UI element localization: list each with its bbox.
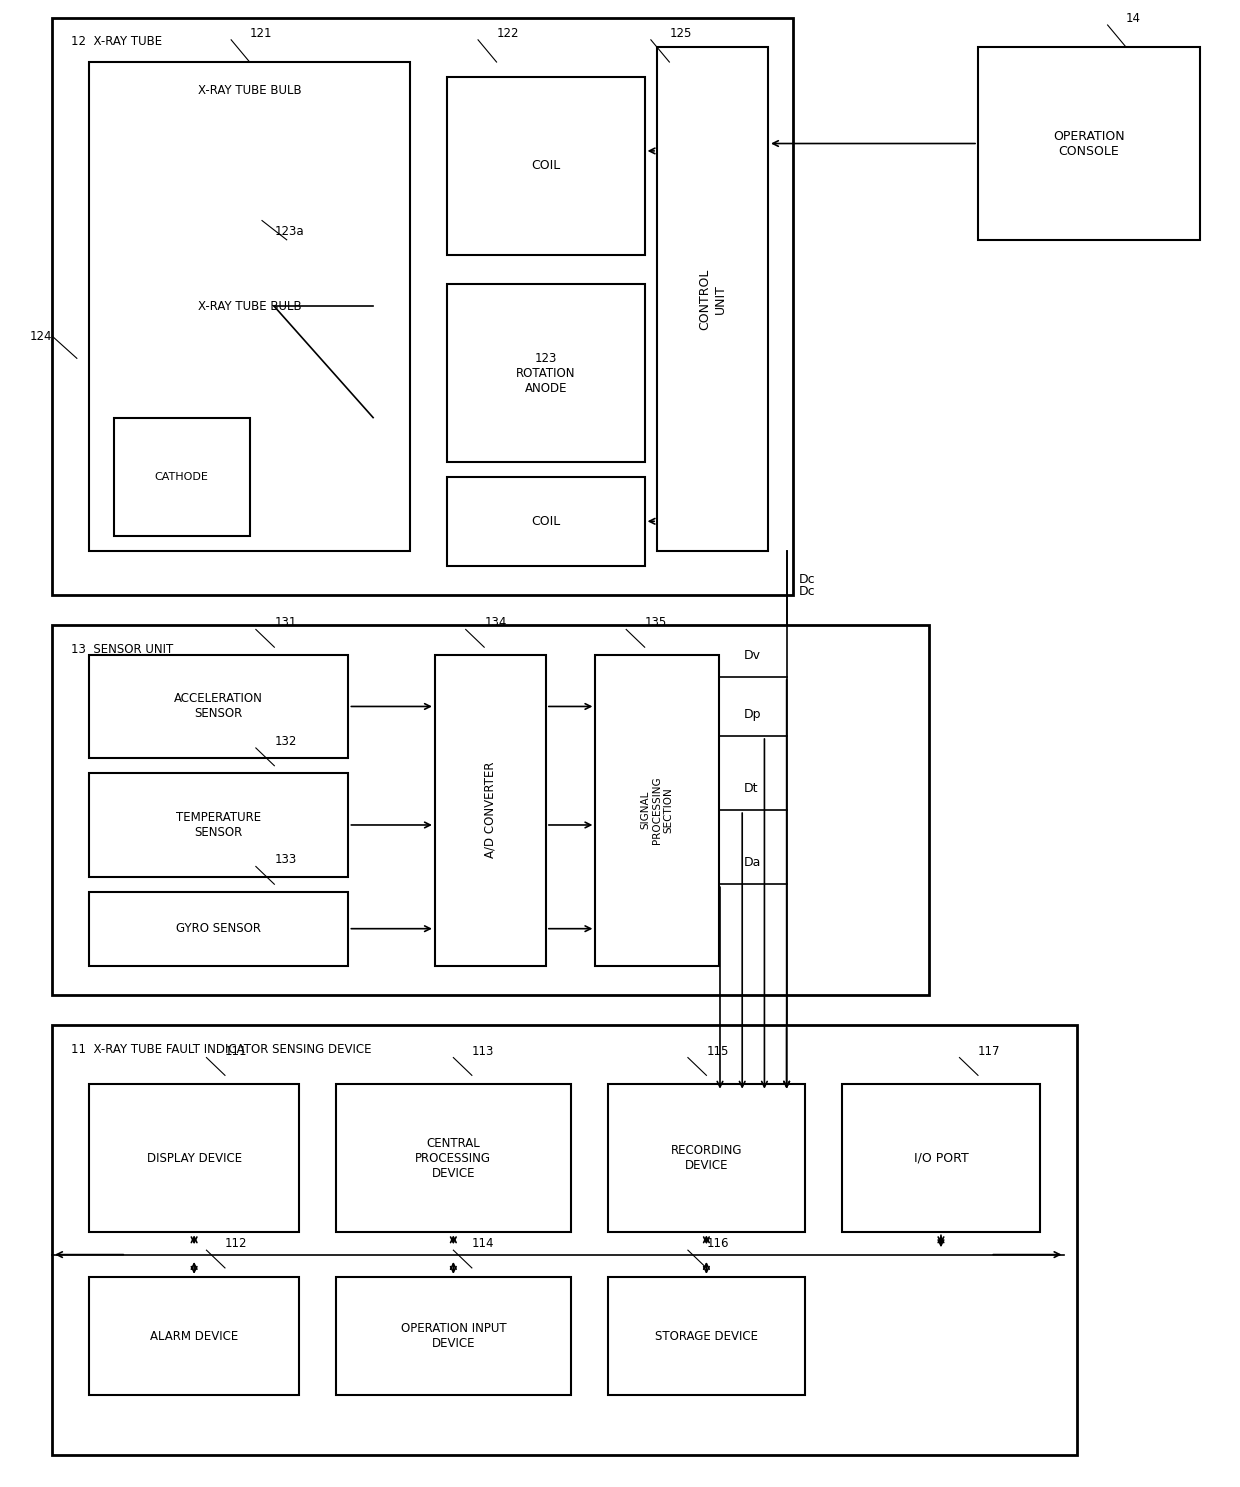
FancyBboxPatch shape: [52, 1025, 1076, 1454]
FancyBboxPatch shape: [978, 48, 1200, 239]
FancyBboxPatch shape: [842, 1084, 1039, 1233]
Text: 122: 122: [496, 27, 520, 40]
Text: COIL: COIL: [531, 159, 560, 172]
Text: Dv: Dv: [744, 648, 760, 662]
Text: 13  SENSOR UNIT: 13 SENSOR UNIT: [71, 642, 172, 656]
Text: 114: 114: [472, 1237, 495, 1251]
Text: SIGNAL
PROCESSING
SECTION: SIGNAL PROCESSING SECTION: [640, 776, 673, 845]
FancyBboxPatch shape: [89, 892, 348, 965]
Text: OPERATION INPUT
DEVICE: OPERATION INPUT DEVICE: [401, 1322, 506, 1350]
Text: OPERATION
CONSOLE: OPERATION CONSOLE: [1053, 129, 1125, 158]
Text: DISPLAY DEVICE: DISPLAY DEVICE: [146, 1152, 242, 1164]
FancyBboxPatch shape: [448, 284, 645, 462]
Text: CONTROL
UNIT: CONTROL UNIT: [698, 268, 727, 330]
Text: 125: 125: [670, 27, 692, 40]
Text: 116: 116: [707, 1237, 729, 1251]
FancyBboxPatch shape: [448, 77, 645, 254]
Text: 123
ROTATION
ANODE: 123 ROTATION ANODE: [516, 351, 575, 394]
FancyBboxPatch shape: [52, 625, 929, 995]
Text: 111: 111: [224, 1044, 248, 1057]
Text: Dc: Dc: [799, 572, 816, 586]
Text: CENTRAL
PROCESSING
DEVICE: CENTRAL PROCESSING DEVICE: [415, 1136, 491, 1179]
Text: 131: 131: [274, 617, 296, 629]
Text: 121: 121: [249, 27, 272, 40]
Text: Da: Da: [744, 857, 761, 870]
Text: 14: 14: [1126, 12, 1141, 25]
Text: Dp: Dp: [744, 708, 761, 721]
Text: 11  X-RAY TUBE FAULT INDICATOR SENSING DEVICE: 11 X-RAY TUBE FAULT INDICATOR SENSING DE…: [71, 1042, 371, 1056]
FancyBboxPatch shape: [336, 1277, 570, 1395]
Text: Dc: Dc: [799, 584, 816, 598]
FancyBboxPatch shape: [448, 477, 645, 565]
FancyBboxPatch shape: [336, 1084, 570, 1233]
Text: 135: 135: [645, 617, 667, 629]
FancyBboxPatch shape: [114, 418, 249, 537]
FancyBboxPatch shape: [52, 18, 792, 595]
Text: ALARM DEVICE: ALARM DEVICE: [150, 1329, 238, 1343]
FancyBboxPatch shape: [89, 62, 410, 550]
Text: 124: 124: [30, 330, 52, 342]
FancyBboxPatch shape: [657, 48, 768, 550]
Text: 133: 133: [274, 854, 296, 867]
FancyBboxPatch shape: [89, 654, 348, 758]
Text: RECORDING
DEVICE: RECORDING DEVICE: [671, 1145, 743, 1172]
Text: X-RAY TUBE BULB: X-RAY TUBE BULB: [198, 300, 301, 312]
Text: 117: 117: [978, 1044, 1001, 1057]
Text: COIL: COIL: [531, 515, 560, 528]
Text: I/O PORT: I/O PORT: [914, 1152, 968, 1164]
Text: 112: 112: [224, 1237, 248, 1251]
Text: 134: 134: [484, 617, 507, 629]
Text: ACCELERATION
SENSOR: ACCELERATION SENSOR: [175, 693, 263, 721]
Text: STORAGE DEVICE: STORAGE DEVICE: [655, 1329, 758, 1343]
FancyBboxPatch shape: [89, 1084, 299, 1233]
Text: 123a: 123a: [274, 225, 304, 238]
Text: GYRO SENSOR: GYRO SENSOR: [176, 922, 262, 935]
Text: TEMPERATURE
SENSOR: TEMPERATURE SENSOR: [176, 810, 262, 839]
FancyBboxPatch shape: [608, 1084, 805, 1233]
Text: X-RAY TUBE BULB: X-RAY TUBE BULB: [198, 85, 301, 97]
FancyBboxPatch shape: [89, 773, 348, 877]
FancyBboxPatch shape: [89, 1277, 299, 1395]
Text: Dt: Dt: [744, 782, 758, 796]
Text: 115: 115: [707, 1044, 729, 1057]
Text: 113: 113: [472, 1044, 495, 1057]
Text: 12  X-RAY TUBE: 12 X-RAY TUBE: [71, 36, 161, 49]
FancyBboxPatch shape: [595, 654, 719, 965]
FancyBboxPatch shape: [435, 654, 546, 965]
Text: CATHODE: CATHODE: [155, 471, 208, 482]
Text: A/D CONVERTER: A/D CONVERTER: [484, 761, 497, 858]
FancyBboxPatch shape: [608, 1277, 805, 1395]
Text: 132: 132: [274, 735, 296, 748]
